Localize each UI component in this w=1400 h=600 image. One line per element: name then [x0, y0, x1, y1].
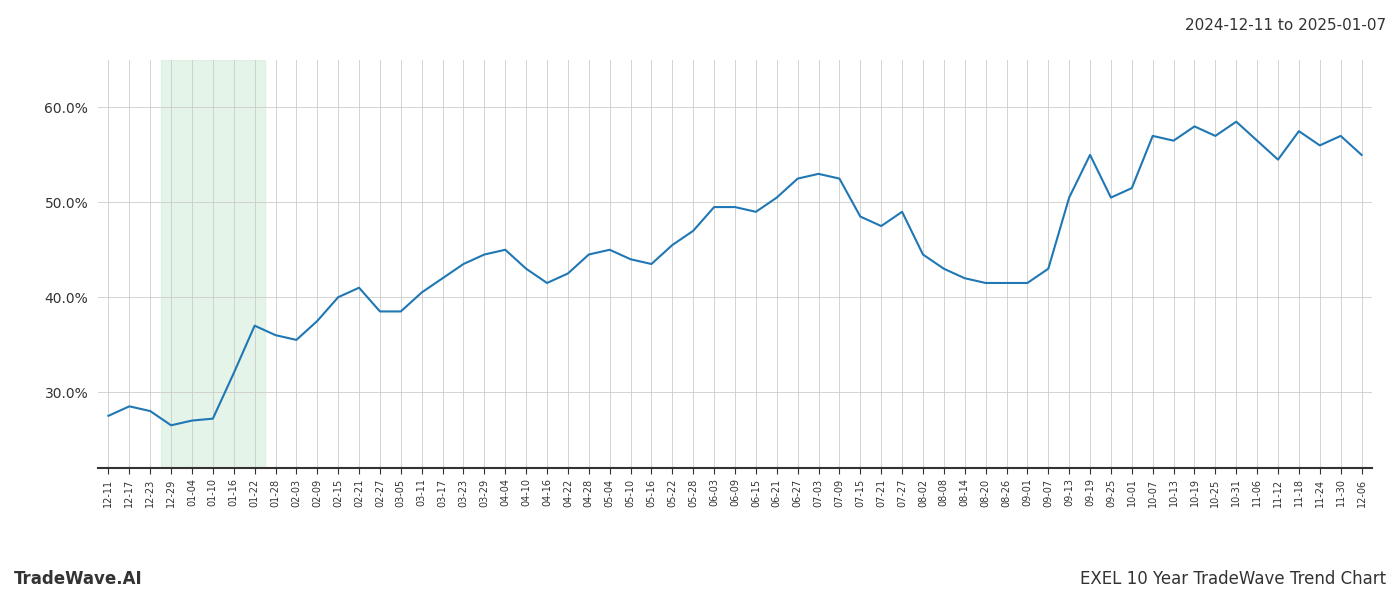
Text: TradeWave.AI: TradeWave.AI [14, 570, 143, 588]
Bar [161, 60, 265, 468]
Text: 2024-12-11 to 2025-01-07: 2024-12-11 to 2025-01-07 [1184, 18, 1386, 33]
Text: EXEL 10 Year TradeWave Trend Chart: EXEL 10 Year TradeWave Trend Chart [1079, 570, 1386, 588]
